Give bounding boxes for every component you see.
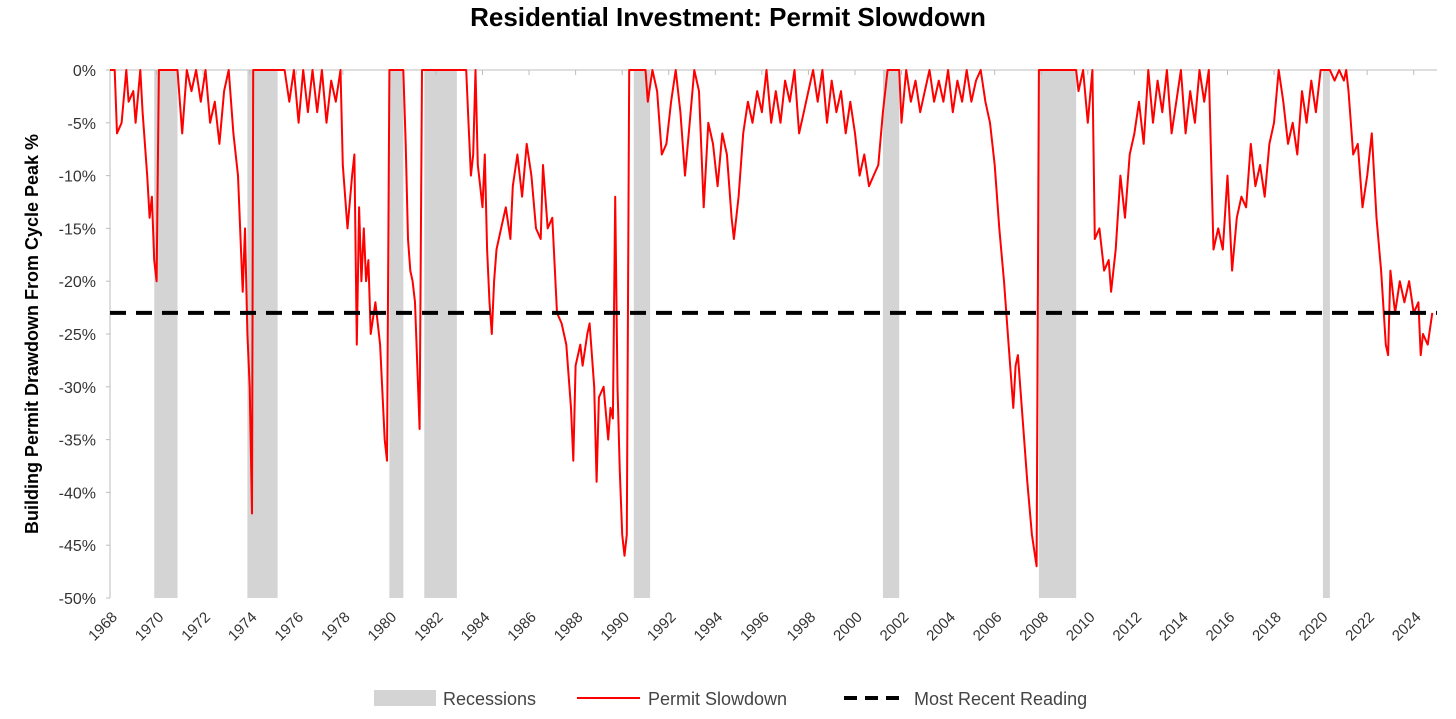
y-tick-label: -50% (59, 591, 96, 608)
x-tick-label: 1984 (458, 609, 494, 645)
recession-band (1322, 70, 1330, 598)
x-tick-label: 1992 (644, 609, 680, 645)
legend-swatch-recessions (374, 690, 436, 706)
legend: Recessions Permit Slowdown Most Recent R… (374, 689, 1087, 709)
x-tick-label: 1978 (318, 609, 354, 645)
x-tick-label: 2000 (830, 609, 866, 645)
y-tick-labels: 0% -5% -10% -15% -20% -25% -30% -35% -40% -45% -50… (59, 63, 110, 608)
recession-band (882, 70, 900, 598)
legend-label-most-recent-reading: Most Recent Reading (914, 689, 1087, 709)
series-lines (110, 69, 1434, 568)
recession-band (1038, 70, 1077, 598)
x-tick-label: 1996 (737, 609, 773, 645)
recession-band (424, 70, 457, 598)
x-tick-label: 1998 (784, 609, 820, 645)
y-tick-label: -20% (59, 274, 96, 291)
x-tick-label: 1974 (225, 609, 261, 645)
x-tick-label: 2016 (1203, 609, 1239, 645)
x-tick-label: 1968 (85, 609, 121, 645)
x-tick-label: 2002 (877, 609, 913, 645)
x-tick-label: 2020 (1296, 609, 1332, 645)
x-tick-label: 2024 (1389, 609, 1425, 645)
x-tick-label: 2012 (1110, 609, 1146, 645)
x-tick-label: 1990 (597, 609, 633, 645)
y-tick-label: -25% (59, 327, 96, 344)
y-tick-label: -40% (59, 485, 96, 502)
y-axis-label: Building Permit Drawdown From Cycle Peak… (22, 134, 42, 534)
x-tick-label: 1972 (178, 609, 214, 645)
x-tick-label: 2004 (923, 609, 959, 645)
x-tick-label: 1994 (691, 609, 727, 645)
x-tick-label: 2008 (1016, 609, 1052, 645)
recession-band (389, 70, 404, 598)
x-tick-label: 1988 (551, 609, 587, 645)
recession-band (154, 70, 178, 598)
x-tick-labels: 1968 1970 1972 1974 1976 1978 1980 1982 1984 1986… (85, 70, 1425, 645)
axes (109, 69, 1437, 598)
y-tick-label: -5% (68, 116, 96, 133)
series-line-permit-slowdown (110, 69, 1434, 568)
y-tick-label: -45% (59, 538, 96, 555)
y-tick-label: -10% (59, 169, 96, 186)
x-tick-label: 2010 (1063, 609, 1099, 645)
x-tick-label: 2006 (970, 609, 1006, 645)
x-tick-label: 1980 (365, 609, 401, 645)
x-tick-label: 1986 (504, 609, 540, 645)
legend-label-recessions: Recessions (443, 689, 536, 709)
x-tick-label: 2018 (1249, 609, 1285, 645)
recession-band (633, 70, 651, 598)
y-tick-label: -30% (59, 380, 96, 397)
x-tick-label: 2022 (1342, 609, 1378, 645)
y-tick-label: 0% (73, 63, 96, 80)
x-tick-label: 1982 (411, 609, 447, 645)
y-tick-label: -35% (59, 433, 96, 450)
x-tick-label: 2014 (1156, 609, 1192, 645)
y-tick-label: -15% (59, 221, 96, 238)
legend-label-permit-slowdown: Permit Slowdown (648, 689, 787, 709)
chart-title: Residential Investment: Permit Slowdown (470, 2, 986, 32)
x-tick-label: 1976 (271, 609, 307, 645)
x-tick-label: 1970 (132, 609, 168, 645)
